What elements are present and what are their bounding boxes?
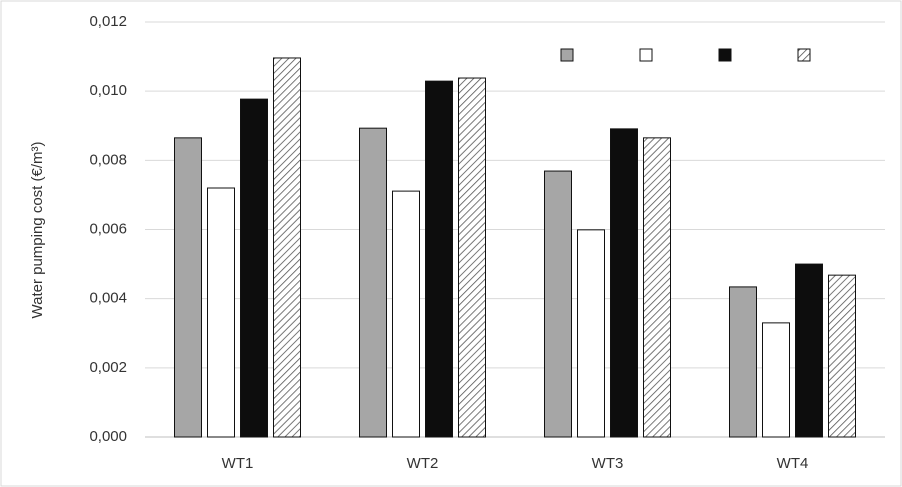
bar [240, 98, 268, 438]
bar [643, 137, 671, 438]
bar [762, 322, 790, 438]
bar [359, 127, 387, 438]
bar [577, 229, 605, 438]
y-axis-label: Water pumping cost (€/m³) [29, 142, 46, 319]
y-tick-label: 0,008 [89, 151, 127, 168]
bar [273, 57, 301, 438]
bar [795, 263, 823, 438]
bar [174, 137, 202, 438]
bar [458, 77, 486, 438]
bar [610, 128, 638, 438]
legend-swatch [718, 48, 732, 62]
bar [544, 170, 572, 438]
bar [828, 274, 856, 438]
y-tick-label: 0,004 [89, 290, 127, 307]
bar [207, 187, 235, 438]
x-tick-label: WT4 [777, 455, 809, 472]
bar [392, 190, 420, 438]
bar [729, 286, 757, 438]
y-tick-label: 0,006 [89, 220, 127, 237]
y-tick-label: 0,010 [89, 82, 127, 99]
legend-swatch [639, 48, 653, 62]
x-tick-label: WT3 [592, 455, 624, 472]
x-tick-label: WT1 [222, 455, 254, 472]
y-tick-label: 0,000 [89, 428, 127, 445]
legend-swatch [560, 48, 574, 62]
x-tick-label: WT2 [407, 455, 439, 472]
y-tick-label: 0,002 [89, 359, 127, 376]
bar [425, 80, 453, 438]
y-tick-label: 0,012 [89, 13, 127, 30]
legend-swatch [797, 48, 811, 62]
